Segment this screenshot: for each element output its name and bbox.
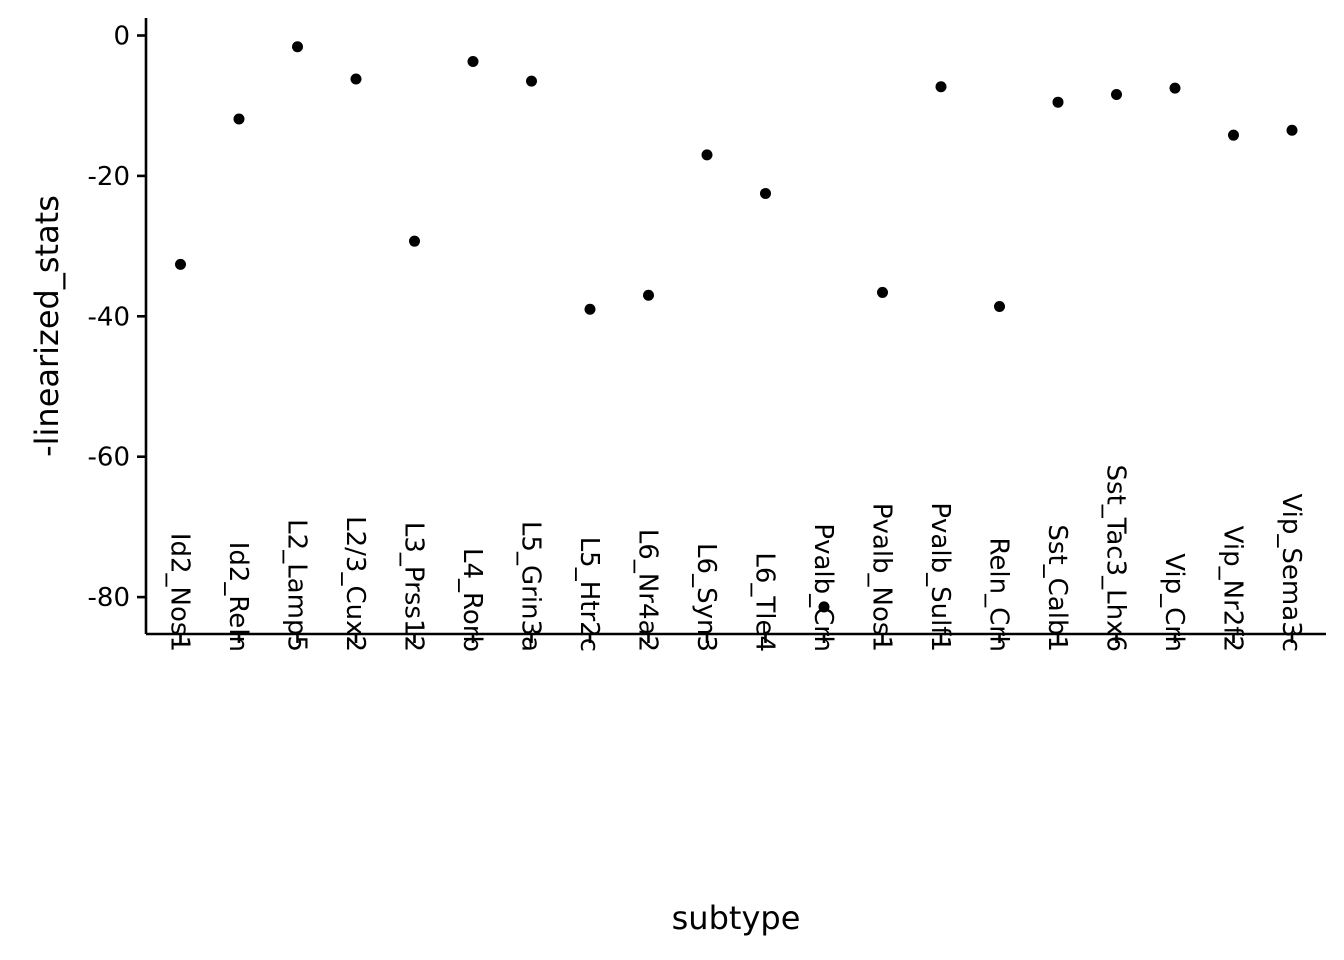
- data-point: [409, 235, 420, 247]
- data-point: [292, 41, 303, 53]
- y-tick-label: -80: [88, 583, 130, 613]
- data-points: [175, 41, 1298, 613]
- y-tick-label: -40: [88, 302, 130, 332]
- data-point: [877, 286, 888, 298]
- x-tick-label: L6_Syn3: [691, 543, 721, 652]
- data-point: [701, 149, 713, 161]
- data-point: [1052, 96, 1064, 108]
- data-point: [994, 300, 1005, 312]
- x-tick-label: Reln_Crh: [984, 538, 1014, 652]
- x-tick-label: Vip_Nr2f2: [1218, 526, 1248, 652]
- data-point: [233, 113, 245, 125]
- x-tick-label: L5_Grin3a: [516, 521, 546, 652]
- y-axis-ticks: 0 -20 -40 -60 -80: [88, 22, 146, 613]
- x-tick-label: Pvalb_Nos1: [867, 503, 897, 652]
- data-point: [760, 187, 771, 199]
- x-axis-ticks: Id2_Nos1 Id2_Reln L2_Lamp5 L2/3_Cux2 L3_Prss…: [165, 465, 1307, 652]
- data-point: [526, 75, 537, 87]
- y-axis-title: -linearized_stats: [28, 195, 66, 457]
- x-tick-label: L2_Lamp5: [282, 519, 312, 652]
- x-tick-label: L5_Htr2c: [574, 537, 604, 652]
- data-point: [1169, 82, 1181, 94]
- x-tick-label: Sst_Tac3_Lhx6: [1101, 465, 1131, 652]
- data-point: [1228, 129, 1239, 141]
- x-tick-label: Pvalb_Sulf1: [925, 502, 955, 652]
- x-tick-label: L6_Tle4: [750, 552, 780, 652]
- x-tick-label: Sst_Calb1: [1042, 524, 1072, 652]
- x-axis-title: subtype: [672, 899, 801, 937]
- y-tick-label: -20: [88, 162, 130, 192]
- data-point: [350, 73, 362, 85]
- x-tick-label: L4_Rorb: [457, 548, 487, 652]
- data-point: [643, 289, 654, 301]
- x-tick-label: L6_Nr4a2: [633, 529, 663, 652]
- data-point: [584, 303, 596, 315]
- y-tick-label: -60: [88, 443, 130, 473]
- x-tick-label: Id2_Reln: [223, 542, 253, 652]
- data-point: [1286, 124, 1298, 136]
- data-point: [818, 601, 830, 613]
- x-tick-label: Vip_Sema3c: [1276, 493, 1306, 652]
- data-point: [1111, 88, 1122, 100]
- data-point: [175, 258, 186, 270]
- x-tick-label: Id2_Nos1: [165, 533, 195, 652]
- x-tick-label: Pvalb_Crh: [808, 523, 838, 652]
- data-point: [935, 81, 947, 93]
- x-tick-label: L2/3_Cux2: [340, 516, 370, 652]
- data-point: [467, 55, 479, 67]
- x-tick-label: L3_Prss12: [399, 522, 429, 652]
- x-tick-label: Vip_Crh: [1159, 553, 1189, 652]
- y-tick-label: 0: [113, 22, 130, 52]
